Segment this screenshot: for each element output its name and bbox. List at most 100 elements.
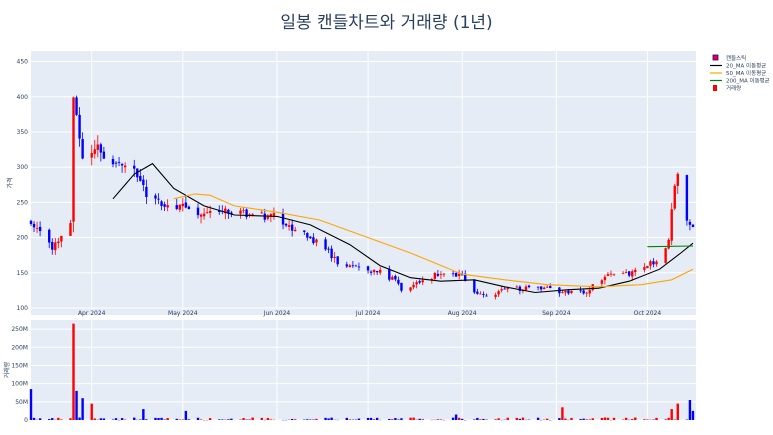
candle-body bbox=[442, 273, 446, 275]
volume-bar bbox=[160, 417, 163, 420]
candle-body bbox=[133, 165, 136, 169]
candle-body bbox=[114, 162, 118, 164]
x-tick-label: Aug 2024 bbox=[448, 310, 477, 317]
ma200-line bbox=[647, 245, 694, 248]
candle-body bbox=[412, 284, 415, 288]
candle-body bbox=[464, 273, 467, 281]
candle-body bbox=[260, 212, 263, 214]
candle-body bbox=[139, 175, 142, 181]
candle-body bbox=[29, 220, 33, 225]
candle-body bbox=[612, 274, 616, 276]
candle-body bbox=[266, 217, 270, 219]
candle-body bbox=[369, 271, 373, 273]
candle-body bbox=[345, 264, 348, 267]
candle-body bbox=[196, 207, 200, 216]
candle-body bbox=[691, 224, 695, 228]
volume-bar bbox=[506, 417, 509, 420]
candle-body bbox=[251, 214, 254, 215]
volume-bar bbox=[218, 419, 221, 420]
legend-item[interactable]: 50_MA 이동평균 bbox=[710, 69, 766, 77]
candle-body bbox=[284, 223, 288, 226]
volume-bar bbox=[75, 390, 78, 420]
candle-body bbox=[357, 266, 361, 268]
candle-body bbox=[242, 210, 245, 211]
volume-bar bbox=[558, 418, 561, 420]
x-tick-label: Sep 2024 bbox=[542, 310, 571, 317]
volume-bar bbox=[133, 417, 136, 420]
volume-bar bbox=[391, 419, 394, 420]
volume-bar bbox=[199, 419, 203, 420]
candle-body bbox=[272, 213, 276, 216]
volume-bar bbox=[515, 417, 519, 420]
candle-body bbox=[102, 151, 106, 159]
candle-body bbox=[379, 269, 382, 273]
candle-body bbox=[591, 284, 594, 291]
candle-body bbox=[309, 236, 312, 239]
volume-bar bbox=[536, 417, 540, 420]
volume-bar bbox=[606, 417, 610, 420]
chart-title: 일봉 캔들차트와 거래량 (1년) bbox=[280, 13, 493, 33]
candle-body bbox=[567, 290, 570, 294]
volume-bar bbox=[315, 418, 318, 420]
volume-bar bbox=[157, 418, 160, 420]
legend-item[interactable]: 20_MA 이동평균 bbox=[710, 62, 766, 70]
candle-body bbox=[184, 202, 188, 208]
volume-tick-label: 100M bbox=[11, 381, 28, 388]
legend-item[interactable]: 거래량 bbox=[713, 84, 741, 92]
volume-gridlines bbox=[31, 320, 696, 421]
x-tick-label: Apr 2024 bbox=[78, 310, 106, 317]
volume-bar bbox=[585, 419, 588, 420]
volume-bar bbox=[293, 419, 297, 420]
candle-body bbox=[588, 290, 591, 294]
candle-body bbox=[78, 114, 81, 139]
candle-body bbox=[524, 286, 528, 291]
legend-label: 거래량 bbox=[726, 84, 741, 92]
volume-bar bbox=[612, 417, 616, 420]
volume-tick-label: 150M bbox=[11, 362, 28, 369]
candle-body bbox=[306, 233, 309, 238]
candle-body bbox=[433, 272, 437, 279]
volume-bar bbox=[372, 419, 376, 420]
candle-body bbox=[670, 209, 673, 241]
candle-body bbox=[631, 271, 634, 277]
volume-bar bbox=[208, 418, 212, 420]
candle-body bbox=[166, 205, 169, 208]
volume-bar bbox=[521, 417, 525, 420]
candle-body bbox=[303, 230, 306, 232]
legend-item[interactable]: 200_MA 이동평균 bbox=[710, 77, 770, 85]
candle-body bbox=[391, 276, 394, 280]
candle-body bbox=[621, 273, 625, 275]
volume-bar bbox=[154, 417, 157, 420]
candle-body bbox=[546, 286, 549, 288]
candle-body bbox=[51, 242, 54, 250]
candle-body bbox=[451, 273, 455, 275]
candle-body bbox=[333, 256, 336, 258]
volume-bar bbox=[564, 418, 567, 420]
candle-body bbox=[281, 213, 285, 225]
volume-bar bbox=[269, 419, 273, 420]
candle-body bbox=[348, 265, 352, 268]
volume-bar bbox=[248, 419, 251, 420]
volume-bar bbox=[78, 417, 81, 420]
candle-body bbox=[93, 149, 96, 154]
volume-bar bbox=[439, 419, 443, 420]
candle-body bbox=[564, 290, 567, 293]
candle-body bbox=[634, 269, 637, 273]
volume-bar bbox=[473, 419, 476, 420]
volume-tick-label: 250M bbox=[11, 326, 28, 333]
volume-bar bbox=[357, 418, 361, 420]
volume-bar bbox=[348, 419, 352, 420]
volume-bar bbox=[324, 417, 327, 420]
volume-bar bbox=[400, 418, 403, 420]
volume-bar bbox=[32, 417, 36, 420]
volume-bar bbox=[184, 410, 188, 420]
candle-body bbox=[421, 280, 424, 283]
legend-item[interactable]: 캔들스틱 bbox=[712, 54, 746, 62]
volume-bar bbox=[582, 418, 585, 420]
volume-bar bbox=[482, 418, 485, 420]
volume-bar bbox=[646, 419, 649, 420]
candle-body bbox=[69, 223, 72, 236]
legend-label: 캔들스틱 bbox=[726, 54, 746, 62]
volume-bar bbox=[290, 418, 294, 420]
